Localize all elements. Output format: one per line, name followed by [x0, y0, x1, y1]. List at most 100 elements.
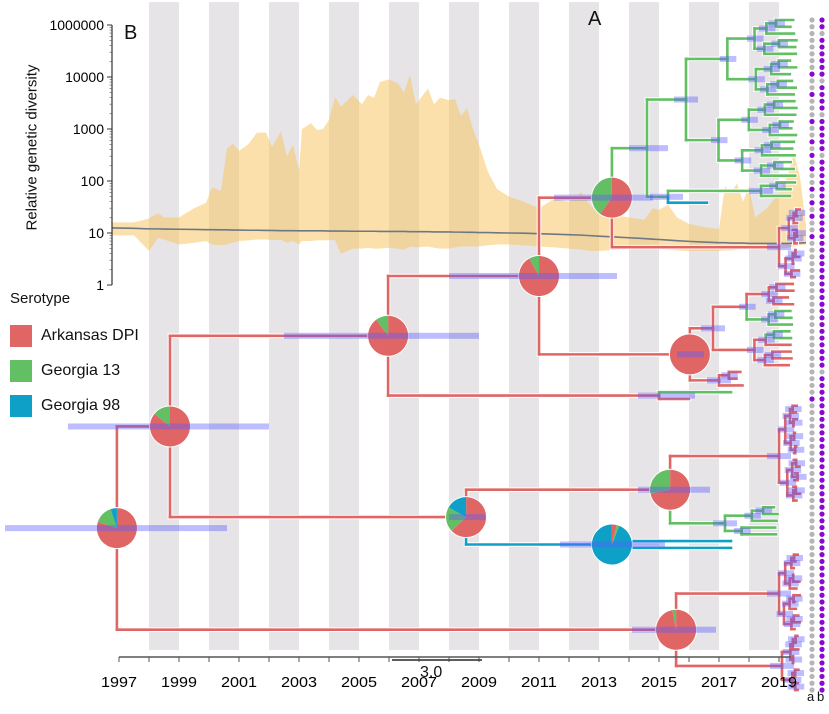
trait-dot-b	[819, 504, 825, 510]
trait-dot-a	[809, 247, 815, 253]
trait-dot-b	[819, 464, 825, 470]
y-tick-label: 100	[81, 173, 105, 189]
hpd-bar	[771, 60, 788, 67]
hpd-bar	[754, 147, 772, 154]
trait-dot-a	[809, 558, 815, 565]
trait-dot-b	[819, 342, 825, 348]
trait-dot-a	[809, 389, 815, 395]
hpd-bar	[629, 145, 668, 152]
hpd-bar	[767, 244, 791, 251]
hpd-bar	[782, 580, 799, 587]
hpd-bar	[739, 303, 756, 310]
y-tick-label: 1	[96, 277, 104, 293]
pie-root	[95, 507, 138, 550]
hpd-bar	[758, 336, 775, 343]
hpd-bar	[785, 419, 803, 426]
trait-dot-a	[809, 254, 815, 260]
x-tick-label: 2005	[341, 674, 377, 691]
year-band	[209, 2, 239, 650]
trait-dot-b	[819, 166, 825, 172]
trait-dot-b	[819, 626, 825, 632]
trait-dot-b	[819, 646, 825, 652]
y-axis-label: Relative genetic diversity	[23, 64, 41, 231]
trait-dot-a	[809, 430, 815, 436]
hpd-bar	[786, 235, 804, 242]
trait-dot-b	[819, 538, 825, 544]
trait-dot-b	[819, 376, 825, 382]
hpd-bar	[284, 332, 479, 339]
trait-dot-b	[819, 619, 825, 625]
hpd-bar	[783, 439, 800, 446]
x-tick-label: 2011	[521, 674, 557, 691]
x-tick-label: 2019	[761, 674, 797, 691]
hpd-bar	[677, 351, 704, 358]
trait-dot-b	[819, 430, 825, 436]
trait-dot-a	[809, 139, 815, 145]
x-tick-label: 2009	[461, 674, 497, 691]
hpd-bar	[744, 512, 761, 519]
trait-dot-b	[819, 382, 825, 389]
hpd-bar	[711, 137, 728, 144]
trait-dot-a	[809, 315, 815, 321]
trait-dot-b	[819, 409, 825, 416]
trait-dot-b	[819, 491, 825, 497]
trait-dot-a	[809, 687, 815, 693]
year-band	[149, 2, 179, 650]
hpd-bar	[782, 600, 799, 607]
trait-dot-b	[819, 484, 825, 490]
trait-dot-b	[819, 518, 825, 524]
hpd-bar	[778, 263, 795, 270]
trait-dot-a	[809, 660, 815, 666]
trait-dot-b	[819, 321, 825, 328]
trait-dot-a	[809, 477, 815, 483]
hpd-bar	[787, 446, 805, 453]
legend-swatch	[10, 360, 32, 382]
pie-n1	[149, 405, 191, 448]
trait-dot-a	[809, 524, 815, 531]
pie-slice-green	[376, 315, 389, 336]
hpd-bar	[719, 55, 737, 62]
trait-dot-b	[819, 125, 825, 131]
trait-dot-b	[819, 667, 825, 673]
hpd-bar	[762, 126, 779, 133]
hpd-bar	[741, 116, 758, 123]
trait-dot-b	[819, 470, 825, 477]
trait-dot-a	[809, 673, 815, 680]
trait-dot-b	[819, 213, 825, 219]
hpd-bar	[707, 377, 731, 384]
y-tick-label: 10	[88, 225, 104, 241]
trait-dot-a	[809, 626, 815, 632]
y-tick-label: 1000000	[49, 17, 104, 33]
trait-dot-b	[819, 254, 825, 260]
hpd-bar	[785, 255, 802, 262]
hpd-bar	[783, 621, 801, 628]
trait-dot-a	[809, 369, 815, 375]
trait-dot-a	[809, 227, 815, 233]
trait-dot-b	[819, 511, 825, 517]
trait-dot-a	[809, 355, 815, 361]
hpd-bar	[789, 230, 806, 237]
trait-column-a-label: a	[807, 689, 815, 704]
legend-item-georgia-98: Georgia 98	[10, 394, 120, 418]
hpd-bar	[786, 595, 803, 602]
hpd-bar	[759, 86, 777, 93]
hpd-band	[112, 74, 807, 254]
trait-dot-a	[809, 565, 815, 571]
trait-dot-b	[819, 78, 825, 84]
ancestral-state-pies	[95, 176, 711, 651]
trait-dot-a	[809, 403, 815, 409]
trait-dot-b	[819, 30, 825, 37]
trait-dot-b	[819, 44, 825, 50]
panel-a-label: A	[588, 8, 602, 30]
trait-dot-a	[809, 497, 815, 504]
trait-dot-a	[809, 308, 815, 314]
hpd-bar	[771, 40, 788, 47]
pie-slice-blue	[591, 524, 632, 565]
trait-dot-b	[819, 220, 825, 226]
trait-dot-b	[819, 477, 825, 483]
x-tick-label: 2003	[281, 674, 317, 691]
trait-dot-a	[809, 200, 815, 206]
pie-slice-red	[600, 177, 632, 218]
y-tick-label: 1000	[73, 121, 104, 137]
